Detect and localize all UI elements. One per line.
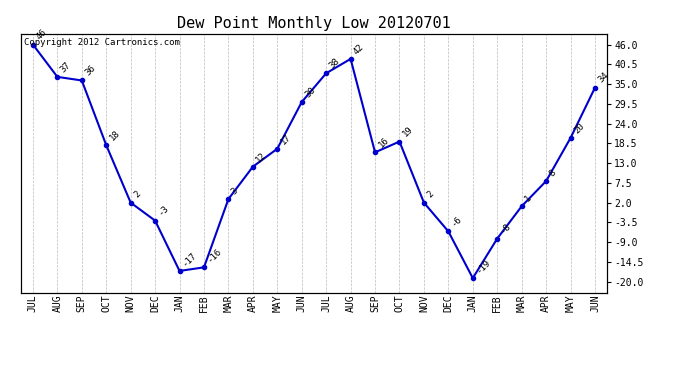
Text: 46: 46 <box>34 28 48 42</box>
Text: 19: 19 <box>401 125 415 139</box>
Text: 8: 8 <box>547 168 558 178</box>
Text: -17: -17 <box>181 251 199 268</box>
Text: 42: 42 <box>352 42 366 56</box>
Text: -6: -6 <box>450 214 464 229</box>
Text: 16: 16 <box>377 136 391 150</box>
Text: 2: 2 <box>132 190 142 200</box>
Text: 18: 18 <box>108 128 121 142</box>
Text: 2: 2 <box>425 190 435 200</box>
Text: -3: -3 <box>157 204 170 218</box>
Text: 36: 36 <box>83 64 97 78</box>
Text: 3: 3 <box>230 186 240 196</box>
Text: 1: 1 <box>523 193 533 204</box>
Text: 30: 30 <box>303 85 317 99</box>
Text: 20: 20 <box>572 121 586 135</box>
Text: 38: 38 <box>328 57 342 70</box>
Text: Copyright 2012 Cartronics.com: Copyright 2012 Cartronics.com <box>23 38 179 46</box>
Text: -19: -19 <box>474 258 492 275</box>
Text: 34: 34 <box>596 71 611 85</box>
Text: 37: 37 <box>59 60 72 74</box>
Text: -16: -16 <box>206 247 223 265</box>
Text: 12: 12 <box>254 150 268 164</box>
Text: -8: -8 <box>499 222 513 236</box>
Title: Dew Point Monthly Low 20120701: Dew Point Monthly Low 20120701 <box>177 16 451 31</box>
Text: 17: 17 <box>279 132 293 146</box>
